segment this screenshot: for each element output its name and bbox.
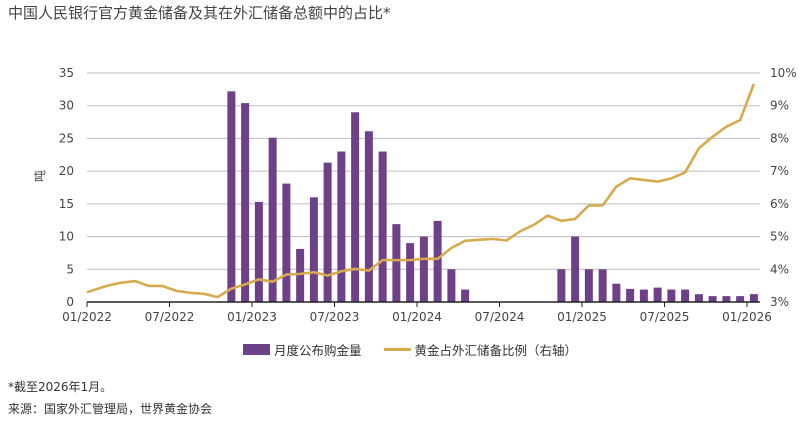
bar-2025-12 — [736, 296, 745, 302]
y-tick-label-right: 10% — [770, 66, 797, 80]
x-tick-label: 01/2026 — [722, 310, 772, 324]
legend-label-bars: 月度公布购金量 — [274, 343, 362, 358]
bar-2025-03 — [612, 283, 621, 302]
legend: 月度公布购金量 黄金占外汇储备比例（右轴） — [243, 340, 577, 359]
x-tick-label: 07/2024 — [475, 310, 525, 324]
y-tick-label-right: 5% — [770, 230, 789, 244]
y-tick-label-right: 8% — [770, 131, 789, 145]
x-tick-label: 07/2023 — [310, 310, 360, 324]
legend-swatch-line — [383, 348, 411, 351]
bar-2023-04 — [296, 249, 305, 302]
bar-2023-06 — [323, 162, 332, 302]
bar-2024-11 — [557, 269, 566, 302]
y-tick-label-right: 3% — [770, 295, 789, 309]
bar-2023-09 — [364, 131, 373, 302]
x-tick-label: 07/2022 — [145, 310, 195, 324]
bar-2026-01 — [749, 294, 758, 302]
y-tick-label-right: 4% — [770, 262, 789, 276]
bar-2025-11 — [722, 296, 731, 302]
y-tick-label-right: 9% — [770, 99, 789, 113]
source-note: 来源：国家外汇管理局，世界黄金协会 — [8, 402, 213, 416]
chart-title: 中国人民银行官方黄金储备及其在外汇储备总额中的占比* — [8, 4, 391, 22]
legend-label-line: 黄金占外汇储备比例（右轴） — [414, 343, 578, 358]
bar-2025-06 — [653, 287, 662, 302]
bar-2025-10 — [708, 296, 717, 302]
x-tick-label: 07/2025 — [640, 310, 690, 324]
bar-2023-07 — [337, 151, 346, 302]
y-tick-label-left: 20 — [59, 164, 74, 178]
bar-2025-02 — [598, 269, 607, 302]
bar-2023-10 — [378, 151, 387, 302]
bar-2023-02 — [268, 137, 277, 302]
bar-2023-01 — [254, 201, 263, 302]
bar-2024-01 — [419, 236, 428, 302]
bar-2023-08 — [351, 112, 360, 302]
bar-2024-04 — [461, 289, 470, 302]
x-tick-label: 01/2024 — [392, 310, 442, 324]
footnote: *截至2026年1月。 — [8, 380, 113, 394]
bar-2025-05 — [639, 289, 648, 302]
x-tick-label: 01/2025 — [557, 310, 607, 324]
y-tick-label-left: 5 — [66, 262, 74, 276]
y-tick-label-left: 30 — [59, 99, 74, 113]
bar-2024-03 — [447, 269, 456, 302]
bar-2025-04 — [626, 288, 635, 302]
bar-2022-12 — [241, 103, 250, 303]
bar-2024-12 — [571, 236, 580, 302]
x-tick-label: 01/2022 — [62, 310, 112, 324]
bar-2023-03 — [282, 183, 291, 302]
bar-2025-01 — [584, 269, 593, 302]
bar-2023-11 — [392, 224, 401, 302]
bar-2023-12 — [406, 243, 415, 302]
bar-2023-05 — [309, 197, 318, 302]
legend-swatch-bars — [243, 344, 270, 355]
y-tick-label-left: 25 — [59, 131, 74, 145]
bar-2022-11 — [227, 91, 236, 302]
y-tick-label-right: 7% — [770, 164, 789, 178]
y-tick-label-left: 15 — [59, 197, 74, 211]
bar-2025-08 — [681, 289, 690, 302]
bar-2024-02 — [433, 220, 442, 302]
y-tick-label-right: 6% — [770, 197, 789, 211]
y-tick-label-left: 0 — [66, 295, 74, 309]
x-tick-label: 01/2023 — [227, 310, 277, 324]
y-tick-label-left: 10 — [59, 230, 74, 244]
y-tick-label-left: 35 — [59, 66, 74, 80]
bar-2025-07 — [667, 289, 676, 302]
bar-2025-09 — [694, 294, 703, 302]
y-axis-label: 吨 — [33, 170, 47, 182]
